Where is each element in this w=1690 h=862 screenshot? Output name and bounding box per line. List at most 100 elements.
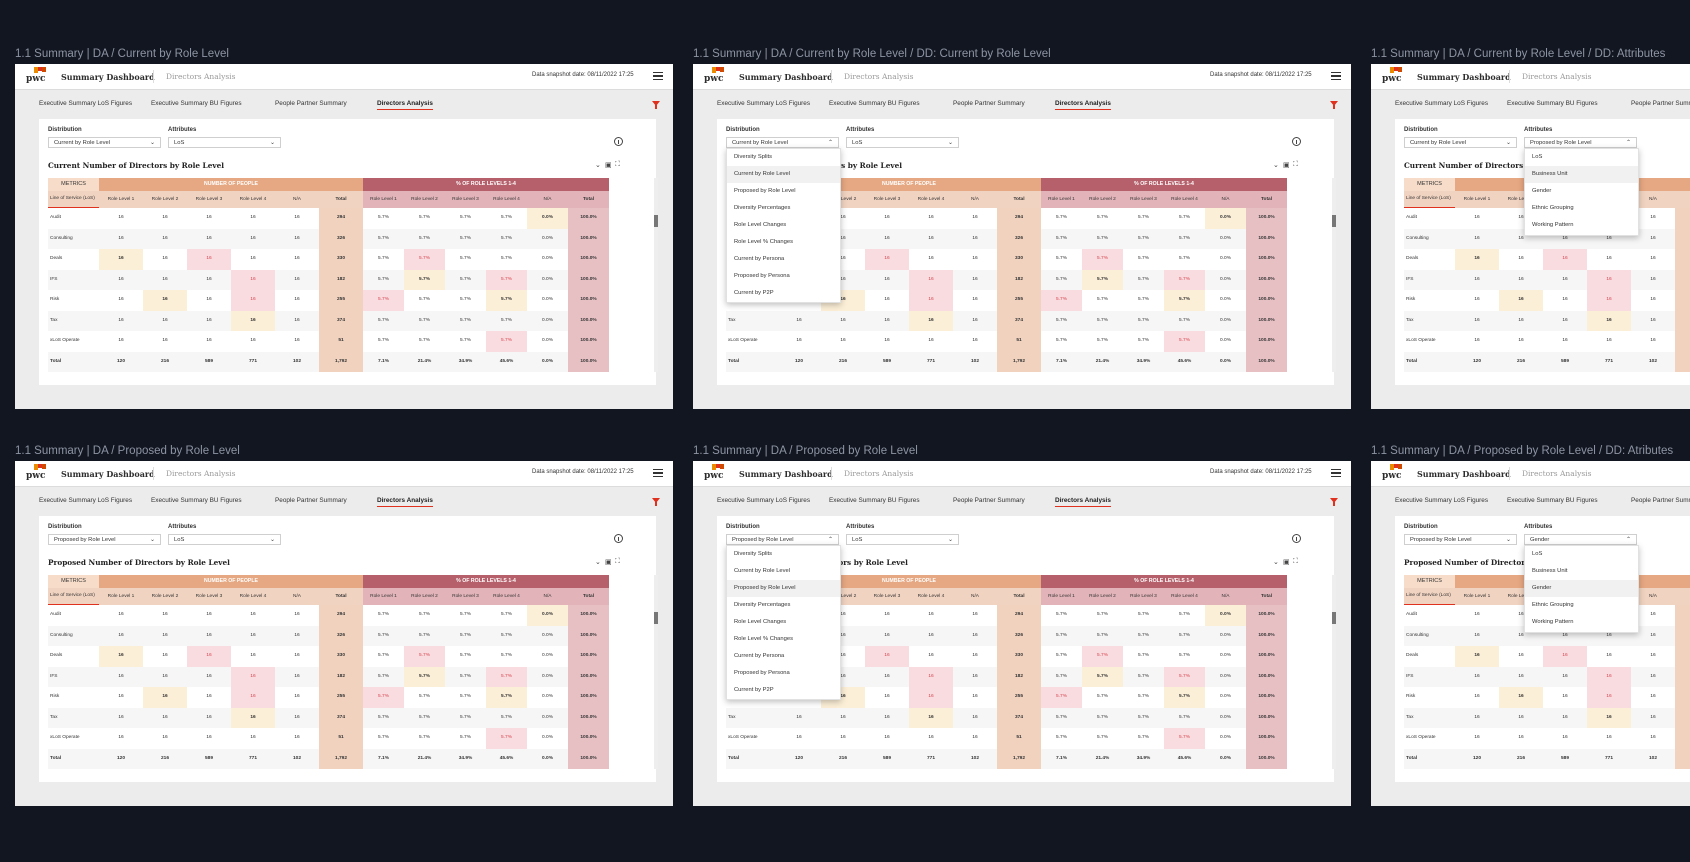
app-title[interactable]: Summary Dashboard (1417, 72, 1511, 82)
tab-1[interactable]: Executive Summary BU Figures (151, 100, 242, 107)
tab-2[interactable]: People Partner Summary (953, 497, 1025, 504)
tab-2[interactable]: People Partner Summary (1631, 497, 1690, 504)
tab-0[interactable]: Executive Summary LoS Figures (717, 497, 811, 504)
attributes-select[interactable]: Proposed by Role Level ⌃ (1524, 137, 1637, 148)
column-header[interactable]: Role Level 4 (486, 588, 527, 605)
tab-0[interactable]: Executive Summary LoS Figures (717, 100, 811, 107)
expand-icon[interactable]: ⛶ (1293, 558, 1298, 565)
distribution-option[interactable]: Diversity Percentages (734, 205, 791, 211)
column-header[interactable]: Total (1246, 588, 1287, 605)
distribution-option[interactable]: Role Level Changes (734, 222, 787, 228)
column-header[interactable]: Role Level 4 (486, 191, 527, 208)
section-title[interactable]: Directors Analysis (166, 72, 236, 81)
hamburger-menu-icon[interactable] (1331, 72, 1341, 80)
attribute-option[interactable]: Business Unit (1532, 568, 1568, 574)
column-header[interactable]: Role Level 2 (404, 191, 445, 208)
info-icon[interactable] (1292, 137, 1301, 146)
column-header[interactable]: N/A (953, 191, 997, 208)
column-header[interactable]: Role Level 2 (1082, 588, 1123, 605)
column-header[interactable]: Total (1675, 191, 1690, 208)
column-header[interactable]: Total (568, 191, 609, 208)
attribute-option[interactable]: Ethnic Grouping (1532, 205, 1574, 211)
distribution-option[interactable]: Proposed by Persona (734, 273, 790, 279)
distribution-option[interactable]: Proposed by Role Level (727, 580, 840, 597)
tab-1[interactable]: Executive Summary BU Figures (1507, 100, 1598, 107)
column-header[interactable]: Role Level 4 (231, 588, 275, 605)
column-header[interactable]: Role Level 1 (1455, 191, 1499, 208)
app-title[interactable]: Summary Dashboard (61, 469, 155, 479)
column-header[interactable]: N/A (527, 588, 568, 605)
tab-3[interactable]: Directors Analysis (377, 497, 433, 507)
column-header[interactable]: Role Level 1 (99, 191, 143, 208)
table-scrollbar[interactable] (1332, 178, 1336, 372)
column-header[interactable]: Role Level 3 (865, 191, 909, 208)
attributes-select[interactable]: LoS ⌄ (168, 534, 281, 545)
filter-icon[interactable] (652, 101, 660, 109)
attributes-select[interactable]: LoS ⌄ (846, 534, 959, 545)
distribution-option[interactable]: Current by Role Level (734, 568, 791, 574)
distribution-select[interactable]: Current by Role Level ⌃ (726, 137, 839, 148)
distribution-select[interactable]: Proposed by Role Level ⌃ (726, 534, 839, 545)
distribution-select[interactable]: Proposed by Role Level ⌄ (48, 534, 161, 545)
info-icon[interactable] (614, 137, 623, 146)
column-header[interactable]: Total (1246, 191, 1287, 208)
tab-0[interactable]: Executive Summary LoS Figures (39, 497, 133, 504)
column-header[interactable]: Role Level 4 (231, 191, 275, 208)
column-header[interactable]: Role Level 3 (187, 191, 231, 208)
distribution-option[interactable]: Diversity Splits (734, 551, 773, 557)
focus-icon[interactable]: ▣ (605, 162, 612, 169)
focus-icon[interactable]: ▣ (1283, 559, 1290, 566)
tab-0[interactable]: Executive Summary LoS Figures (1395, 497, 1489, 504)
column-header[interactable]: Total (568, 588, 609, 605)
collapse-icon[interactable]: ⌄ (595, 559, 601, 566)
tab-2[interactable]: People Partner Summary (275, 100, 347, 107)
column-header[interactable]: N/A (275, 588, 319, 605)
info-icon[interactable] (614, 534, 623, 543)
column-header[interactable]: Role Level 3 (445, 588, 486, 605)
attribute-option[interactable]: Business Unit (1525, 166, 1638, 183)
app-title[interactable]: Summary Dashboard (1417, 469, 1511, 479)
expand-icon[interactable]: ⛶ (1293, 161, 1298, 168)
tab-1[interactable]: Executive Summary BU Figures (829, 497, 920, 504)
tab-0[interactable]: Executive Summary LoS Figures (39, 100, 133, 107)
column-header[interactable]: Role Level 2 (143, 191, 187, 208)
tab-3[interactable]: Directors Analysis (1055, 497, 1111, 507)
column-header[interactable]: Role Level 1 (1455, 588, 1499, 605)
hamburger-menu-icon[interactable] (653, 72, 663, 80)
column-header[interactable]: N/A (1205, 588, 1246, 605)
focus-icon[interactable]: ▣ (605, 559, 612, 566)
tab-1[interactable]: Executive Summary BU Figures (829, 100, 920, 107)
collapse-icon[interactable]: ⌄ (1273, 162, 1279, 169)
section-title[interactable]: Directors Analysis (844, 469, 914, 478)
column-header[interactable]: Role Level 3 (187, 588, 231, 605)
column-header[interactable]: N/A (275, 191, 319, 208)
table-scrollbar[interactable] (1332, 575, 1336, 769)
table-scrollbar[interactable] (654, 178, 658, 372)
distribution-select[interactable]: Proposed by Role Level ⌄ (1404, 534, 1517, 545)
distribution-option[interactable]: Current by Persona (734, 653, 785, 659)
column-header[interactable]: Total (319, 588, 363, 605)
section-title[interactable]: Directors Analysis (844, 72, 914, 81)
column-header[interactable]: N/A (527, 191, 568, 208)
column-header[interactable]: Role Level 4 (1164, 588, 1205, 605)
tab-1[interactable]: Executive Summary BU Figures (151, 497, 242, 504)
column-header[interactable]: Role Level 2 (1082, 191, 1123, 208)
column-header[interactable]: Role Level 1 (1041, 588, 1082, 605)
tab-2[interactable]: People Partner Summary (1631, 100, 1690, 107)
scrollbar-thumb[interactable] (654, 215, 658, 227)
attribute-option[interactable]: Ethnic Grouping (1532, 602, 1574, 608)
column-header[interactable]: Total (997, 588, 1041, 605)
distribution-option[interactable]: Role Level % Changes (734, 239, 793, 245)
column-header[interactable]: Role Level 1 (1041, 191, 1082, 208)
focus-icon[interactable]: ▣ (1283, 162, 1290, 169)
attributes-select[interactable]: LoS ⌄ (168, 137, 281, 148)
tab-1[interactable]: Executive Summary BU Figures (1507, 497, 1598, 504)
app-title[interactable]: Summary Dashboard (61, 72, 155, 82)
app-title[interactable]: Summary Dashboard (739, 469, 833, 479)
column-header[interactable]: Role Level 3 (1123, 588, 1164, 605)
distribution-option[interactable]: Role Level % Changes (734, 636, 793, 642)
column-header[interactable]: Role Level 1 (363, 588, 404, 605)
attribute-option[interactable]: LoS (1532, 551, 1543, 557)
filter-icon[interactable] (652, 498, 660, 506)
filter-icon[interactable] (1330, 498, 1338, 506)
